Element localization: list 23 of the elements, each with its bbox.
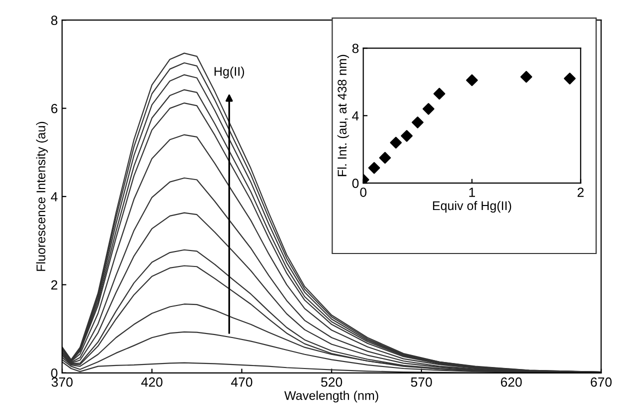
y-tick-label: 0 [352,178,359,188]
y-tick-label: 0 [51,368,58,378]
y-tick-label: 4 [352,111,359,120]
y-tick-label: 4 [50,192,58,202]
x-tick-label: 2 [578,188,584,197]
y-axis-title: Fluorescence Intensity (au) [36,122,48,271]
y-tick-label: 8 [352,44,359,54]
x-tick-label: 420 [141,377,162,387]
x-axis-title: Equiv of Hg(II) [433,200,512,213]
x-tick-label: 520 [321,377,342,387]
x-tick-label: 570 [410,377,432,387]
x-tick-label: 670 [590,377,612,387]
x-tick-label: 620 [500,377,522,387]
x-axis-title: Wavelength (nm) [284,390,378,402]
y-tick-label: 2 [51,280,58,290]
annotation: Hg(II) [214,66,244,78]
x-tick-label: 370 [52,377,73,387]
x-tick-label: 0 [360,188,366,197]
y-tick-label: 6 [51,104,58,114]
x-tick-label: 470 [231,377,252,387]
y-tick-label: 8 [51,16,58,26]
x-tick-label: 1 [469,188,475,197]
y-axis-title: Fl. Int. (au, at 438 nm) [337,54,349,176]
